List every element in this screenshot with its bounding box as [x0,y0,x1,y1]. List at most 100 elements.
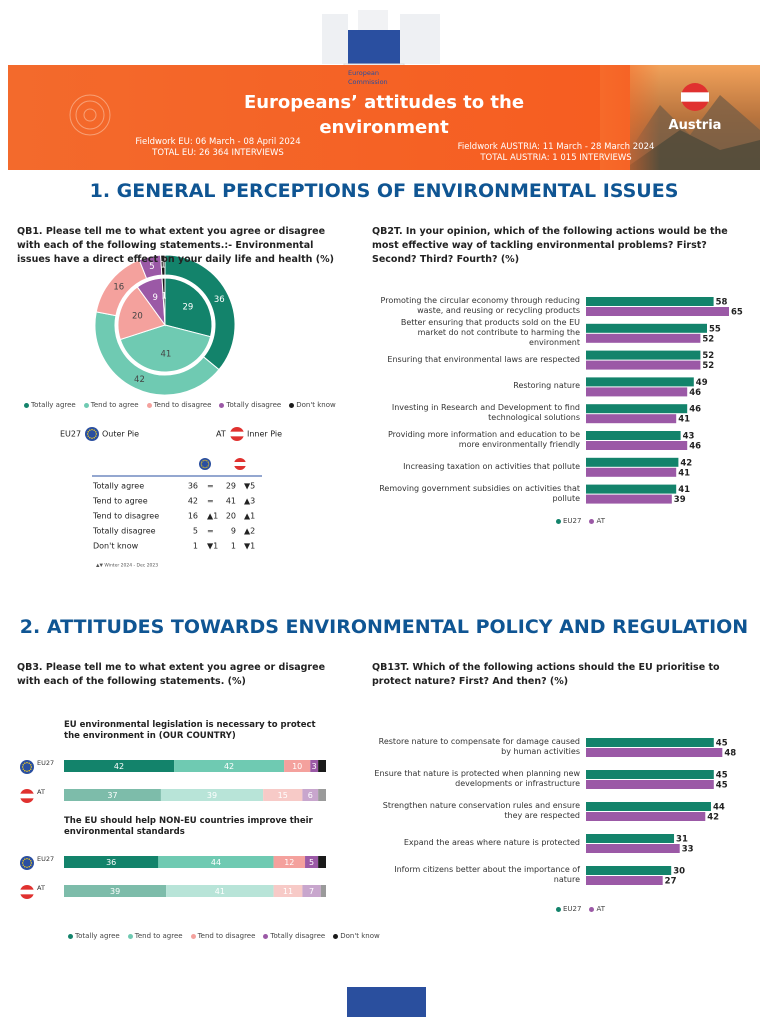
ring-key: Inner Pie [247,430,282,439]
bar-value: 41 [678,468,690,478]
category-label: Removing government subsidies on activit… [379,483,580,503]
flag-star [87,435,89,437]
bar [586,297,714,306]
bar [586,834,675,843]
slice-label: 1 [160,261,165,271]
at-flag [681,83,709,111]
pie-slice [164,277,213,338]
flag-star [95,435,97,437]
row-label: AT [37,884,45,892]
bar-segment [158,856,274,868]
segment-value: 11 [283,887,293,896]
flag-star [87,431,89,433]
flag-star [28,866,30,868]
slice-label: 5 [149,262,154,272]
category-label: Expand the areas where nature is protect… [403,838,580,847]
flag-star [91,437,93,440]
eu-flag [199,458,211,470]
legend: Totally agree Tend to agree Tend to disagr… [68,932,380,940]
at-flag [234,458,246,470]
legend-item: Tend to disagree [190,932,256,940]
bar [586,387,688,397]
bar-segment [302,789,319,801]
bar-value: 58 [716,298,728,308]
slice-label: 1 [161,292,166,302]
bar-value: 41 [678,415,690,425]
bar [586,876,663,885]
segment-value: 12 [284,858,294,867]
legend-swatch [556,518,561,524]
category-label: Promoting the circular economy through r… [380,296,580,315]
fieldwork-country-dates: Fieldwork AUSTRIA: 11 March - 28 March 2… [457,142,655,152]
bar [586,333,701,343]
table-cell: Tend to agree [92,497,148,506]
ring-key: AT [216,430,226,439]
bar-segment [302,885,321,897]
table-cell: 16 [188,512,198,521]
flag-star [202,466,204,468]
fieldwork-eu-total: TOTAL EU: 26 364 INTERVIEWS [152,148,284,158]
flag-star [208,463,210,465]
legend-item: Tend to agree [83,401,139,409]
segment-value: 41 [215,887,225,896]
flag-star [93,437,95,439]
flag-stripe [681,92,709,102]
footer-logo [347,987,426,1017]
emblem [69,94,111,136]
flag-star [24,770,26,772]
table-cell: Totally agree [92,482,144,491]
slice-label: 20 [132,312,143,322]
bar [586,866,672,875]
section-title: 1. GENERAL PERCEPTIONS OF ENVIRONMENTAL … [89,180,679,202]
statement: The EU should help NON-EU countries impr… [64,816,313,837]
legend-label: EU27 [563,517,582,525]
bar [586,844,680,853]
bar [586,748,723,757]
table-cell: = [207,482,214,491]
segment-value: 15 [278,791,288,800]
table-cell: 1 [231,542,236,551]
bar-value: 41 [678,485,690,495]
table-cell: Totally disagree [92,527,156,536]
legend-item: Tend to agree [127,932,183,940]
table-cell: = [207,497,214,506]
legend-swatch [219,402,225,408]
flag-star [26,857,28,860]
flag-disc [199,458,211,470]
legend-label: Tend to disagree [197,932,256,940]
legend: Totally agree Tend to agree Tend to disagr… [24,401,336,409]
category-label: Inform citizens better about the importa… [394,865,580,884]
table-cell: 20 [226,512,236,521]
bar [586,457,679,467]
flag-star [26,866,28,869]
question: QB2T. In your opinion, which of the foll… [372,226,728,265]
table-cell: ▲1 [244,512,255,521]
section-title: 2. ATTITUDES TOWARDS ENVIRONMENTAL POLIC… [19,616,749,638]
bar-value: 46 [689,442,701,452]
flag-star [89,437,91,439]
fieldwork-eu: Fieldwork EU: 06 March - 08 April 2024 T… [118,137,318,159]
flag-star [21,766,24,768]
bar [586,467,677,477]
flag-stripe [230,431,244,437]
bar-segment [263,789,303,801]
bar [586,484,677,494]
row-label: EU27 [37,855,54,863]
segment-value: 39 [207,791,217,800]
bar [586,780,714,789]
legend-label: Tend to agree [90,401,139,409]
bar-value: 39 [674,495,686,505]
flag-star [30,764,32,766]
flag-star [26,770,28,773]
flag-star [204,459,206,461]
legend-swatch [83,402,89,408]
slice-label: 29 [183,303,194,313]
legend-swatch [190,933,196,939]
bar [586,431,681,440]
bar-segment [318,760,326,772]
slice-label: 41 [160,349,171,359]
legend-label: Tend to agree [134,932,183,940]
flag-star [26,761,28,764]
flag-stripe [234,462,246,466]
bar [586,323,707,333]
